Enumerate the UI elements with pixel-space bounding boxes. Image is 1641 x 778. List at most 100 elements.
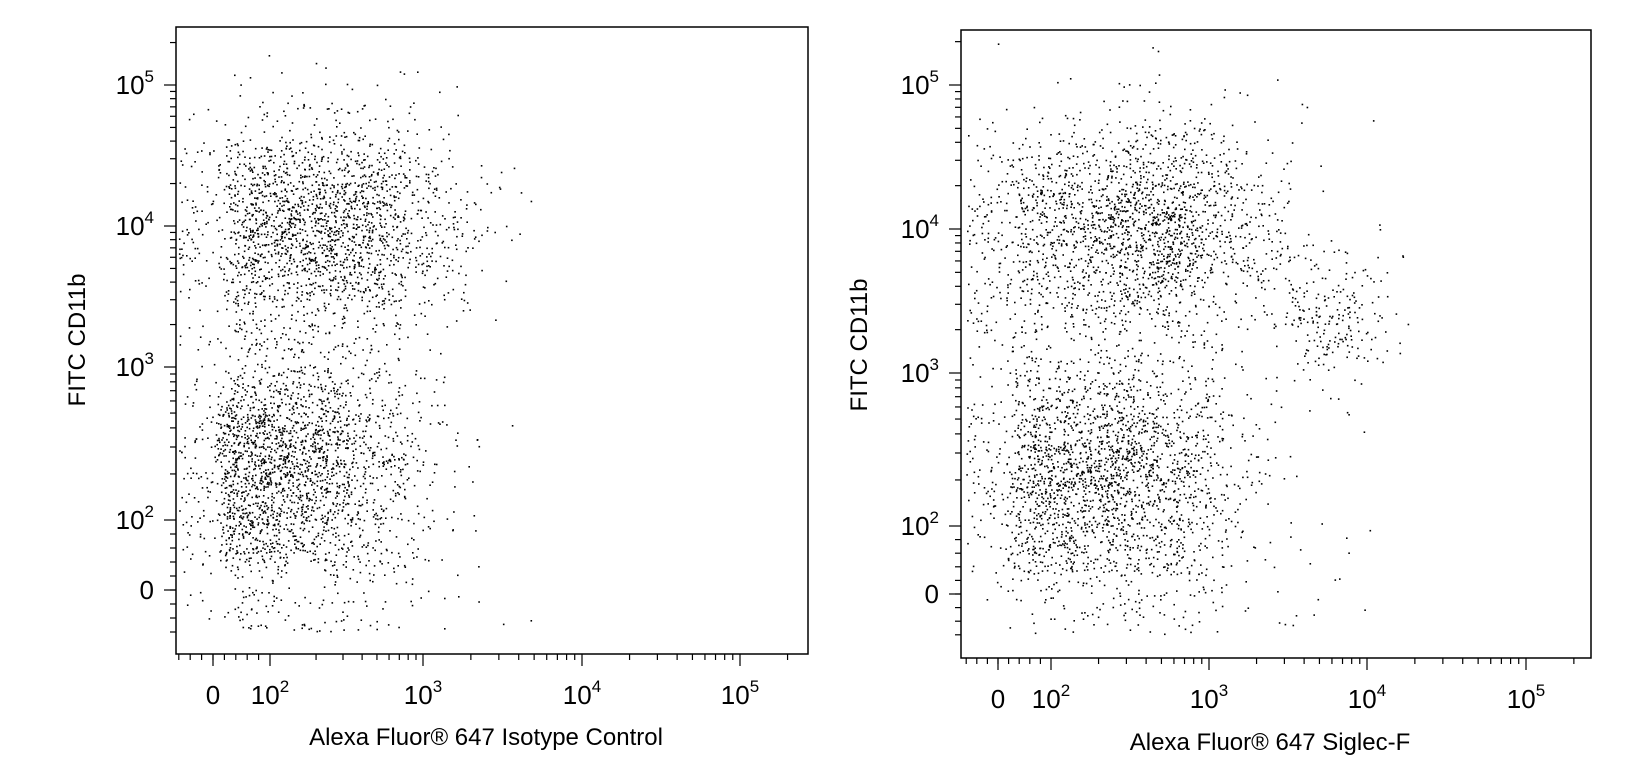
scatter-point <box>530 620 533 622</box>
scatter-point <box>406 232 409 234</box>
scatter-point <box>249 627 252 630</box>
scatter-point <box>261 366 263 368</box>
scatter-point <box>407 245 409 248</box>
scatter-point <box>354 182 356 184</box>
scatter-point <box>267 251 270 253</box>
scatter-point <box>203 142 205 144</box>
scatter-point <box>317 430 320 432</box>
scatter-point <box>262 547 264 549</box>
scatter-point <box>355 448 357 451</box>
scatter-point <box>296 167 298 170</box>
scatter-point <box>280 190 283 193</box>
scatter-point <box>339 192 341 195</box>
scatter-point <box>310 458 312 460</box>
scatter-point <box>315 222 317 224</box>
scatter-point <box>297 393 300 395</box>
scatter-point <box>220 409 222 411</box>
scatter-point <box>356 581 358 583</box>
scatter-point <box>241 528 244 531</box>
scatter-point <box>318 451 321 453</box>
scatter-point <box>378 277 380 280</box>
scatter-point <box>285 333 287 336</box>
scatter-point <box>315 519 318 521</box>
scatter-point <box>992 420 995 422</box>
scatter-point <box>367 201 369 203</box>
scatter-point <box>410 445 412 448</box>
scatter-point <box>433 520 435 523</box>
scatter-point <box>387 120 389 123</box>
scatter-point <box>294 514 296 517</box>
scatter-point <box>401 248 404 251</box>
scatter-point <box>260 446 263 448</box>
scatter-point <box>398 282 400 285</box>
scatter-point <box>267 483 269 485</box>
scatter-point <box>233 434 236 436</box>
scatter-point <box>372 547 374 549</box>
scatter-point <box>409 182 411 184</box>
scatter-point <box>317 558 320 560</box>
scatter-point <box>274 192 276 194</box>
scatter-point <box>278 429 280 431</box>
scatter-point <box>323 266 325 268</box>
scatter-point <box>330 527 333 529</box>
scatter-point <box>323 489 326 491</box>
scatter-point <box>333 574 335 576</box>
scatter-point <box>239 281 241 283</box>
scatter-point <box>307 465 310 467</box>
scatter-point <box>320 417 323 420</box>
scatter-point <box>358 163 361 166</box>
scatter-point <box>247 385 250 387</box>
scatter-point <box>318 450 321 452</box>
scatter-point <box>262 495 265 497</box>
scatter-point <box>439 255 442 258</box>
scatter-point <box>243 302 246 305</box>
scatter-point <box>1142 465 1145 468</box>
scatter-point <box>216 219 218 222</box>
scatter-point <box>193 212 195 214</box>
scatter-point <box>987 450 990 453</box>
scatter-point <box>402 482 405 485</box>
scatter-point <box>262 213 265 216</box>
scatter-point <box>361 190 363 192</box>
scatter-point <box>254 415 256 418</box>
scatter-point <box>276 380 278 383</box>
scatter-point <box>237 509 240 512</box>
scatter-point <box>1166 434 1169 437</box>
scatter-point <box>400 283 403 286</box>
scatter-point <box>369 235 371 238</box>
scatter-point <box>250 203 252 205</box>
scatter-point <box>386 235 388 238</box>
scatter-point <box>179 510 181 512</box>
scatter-point <box>386 549 388 552</box>
scatter-point <box>421 252 424 255</box>
scatter-point <box>319 448 321 450</box>
scatter-point <box>277 251 280 253</box>
scatter-point <box>341 548 344 550</box>
scatter-point <box>228 451 231 453</box>
scatter-point <box>376 620 378 623</box>
scatter-point <box>245 486 248 488</box>
scatter-point <box>306 496 308 498</box>
scatter-point <box>289 182 292 184</box>
scatter-point <box>321 402 324 405</box>
scatter-point <box>305 406 307 408</box>
scatter-point <box>329 187 332 190</box>
scatter-point <box>244 125 247 128</box>
scatter-point <box>339 433 342 436</box>
scatter-point <box>274 318 277 320</box>
scatter-point <box>1179 436 1182 438</box>
scatter-point <box>375 518 377 520</box>
scatter-point <box>273 600 275 602</box>
scatter-point <box>401 456 403 459</box>
scatter-point <box>208 618 211 620</box>
scatter-point <box>283 200 286 203</box>
scatter-point <box>1107 485 1109 487</box>
y-tick-label: 104 <box>116 208 154 241</box>
scatter-point <box>284 564 286 567</box>
scatter-point <box>267 524 269 526</box>
scatter-point <box>368 166 370 169</box>
scatter-point <box>229 399 232 402</box>
scatter-point <box>276 447 279 450</box>
scatter-point <box>301 372 304 374</box>
scatter-point <box>368 221 370 223</box>
